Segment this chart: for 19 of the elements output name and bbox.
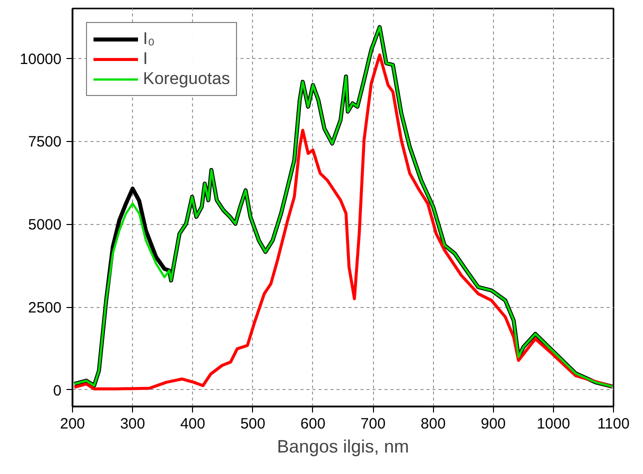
y-tick-label: 0 <box>53 382 62 400</box>
x-tick-label: 1100 <box>597 416 630 432</box>
x-tick-label: 1000 <box>536 416 570 432</box>
y-tick-label: 10000 <box>20 50 62 68</box>
y-tick-label: 7500 <box>28 134 62 151</box>
legend-label: Koreguotas <box>143 69 230 89</box>
x-axis-title: Bangos ilgis, nm <box>276 436 410 456</box>
x-tick-label: 200 <box>60 416 86 432</box>
legend-label: I <box>143 49 149 69</box>
x-tick-label: 400 <box>180 416 206 432</box>
x-tick-label: 800 <box>420 416 446 432</box>
x-tick-label: 700 <box>360 416 386 432</box>
x-tick-label: 900 <box>480 416 506 432</box>
x-tick-label: 600 <box>300 416 326 432</box>
y-tick-label: 2500 <box>28 300 62 316</box>
legend-label: I₀ <box>143 29 156 49</box>
x-tick-label: 500 <box>240 416 266 432</box>
y-tick-label: 5000 <box>28 216 62 234</box>
x-tick-label: 300 <box>120 416 146 432</box>
